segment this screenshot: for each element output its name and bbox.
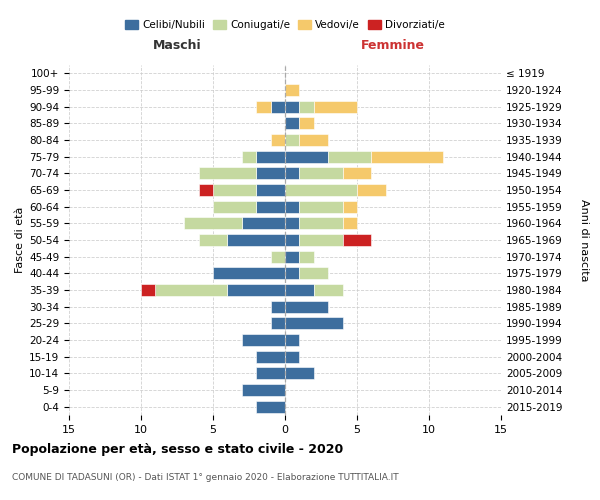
- Text: COMUNE DI TADASUNI (OR) - Dati ISTAT 1° gennaio 2020 - Elaborazione TUTTITALIA.I: COMUNE DI TADASUNI (OR) - Dati ISTAT 1° …: [12, 472, 398, 482]
- Bar: [227, 234, 285, 246]
- Bar: [285, 368, 314, 380]
- Bar: [256, 368, 285, 380]
- Bar: [271, 134, 285, 146]
- Bar: [299, 234, 343, 246]
- Bar: [343, 200, 357, 212]
- Bar: [213, 268, 285, 280]
- Bar: [285, 168, 299, 179]
- Text: Maschi: Maschi: [152, 38, 202, 52]
- Bar: [285, 300, 328, 312]
- Bar: [299, 218, 343, 230]
- Bar: [285, 118, 299, 130]
- Bar: [285, 184, 357, 196]
- Bar: [271, 250, 285, 262]
- Bar: [299, 134, 328, 146]
- Bar: [256, 184, 285, 196]
- Bar: [299, 200, 343, 212]
- Bar: [299, 250, 314, 262]
- Bar: [285, 100, 299, 112]
- Bar: [299, 118, 314, 130]
- Bar: [285, 234, 299, 246]
- Bar: [242, 384, 285, 396]
- Y-axis label: Fasce di età: Fasce di età: [15, 207, 25, 273]
- Bar: [285, 268, 299, 280]
- Bar: [155, 284, 227, 296]
- Bar: [256, 150, 285, 162]
- Bar: [328, 150, 371, 162]
- Bar: [256, 100, 271, 112]
- Y-axis label: Anni di nascita: Anni di nascita: [579, 198, 589, 281]
- Bar: [343, 234, 371, 246]
- Bar: [271, 318, 285, 330]
- Bar: [242, 218, 285, 230]
- Bar: [299, 168, 343, 179]
- Bar: [199, 234, 227, 246]
- Bar: [343, 218, 357, 230]
- Bar: [285, 334, 299, 346]
- Bar: [314, 284, 343, 296]
- Bar: [141, 284, 155, 296]
- Bar: [285, 200, 299, 212]
- Bar: [242, 334, 285, 346]
- Bar: [285, 250, 299, 262]
- Bar: [256, 200, 285, 212]
- Bar: [256, 350, 285, 362]
- Bar: [285, 284, 314, 296]
- Bar: [285, 350, 299, 362]
- Bar: [285, 318, 343, 330]
- Bar: [299, 268, 328, 280]
- Text: Femmine: Femmine: [361, 38, 425, 52]
- Bar: [285, 84, 299, 96]
- Bar: [256, 400, 285, 412]
- Text: Popolazione per età, sesso e stato civile - 2020: Popolazione per età, sesso e stato civil…: [12, 442, 343, 456]
- Bar: [184, 218, 242, 230]
- Bar: [199, 168, 256, 179]
- Bar: [242, 150, 256, 162]
- Bar: [213, 200, 256, 212]
- Bar: [357, 184, 386, 196]
- Bar: [285, 134, 299, 146]
- Legend: Celibi/Nubili, Coniugati/e, Vedovi/e, Divorziati/e: Celibi/Nubili, Coniugati/e, Vedovi/e, Di…: [121, 16, 449, 34]
- Bar: [343, 168, 371, 179]
- Bar: [227, 284, 285, 296]
- Bar: [256, 168, 285, 179]
- Bar: [371, 150, 443, 162]
- Bar: [271, 300, 285, 312]
- Bar: [199, 184, 213, 196]
- Bar: [285, 150, 328, 162]
- Bar: [314, 100, 357, 112]
- Bar: [299, 100, 314, 112]
- Bar: [271, 100, 285, 112]
- Bar: [285, 218, 299, 230]
- Bar: [213, 184, 256, 196]
